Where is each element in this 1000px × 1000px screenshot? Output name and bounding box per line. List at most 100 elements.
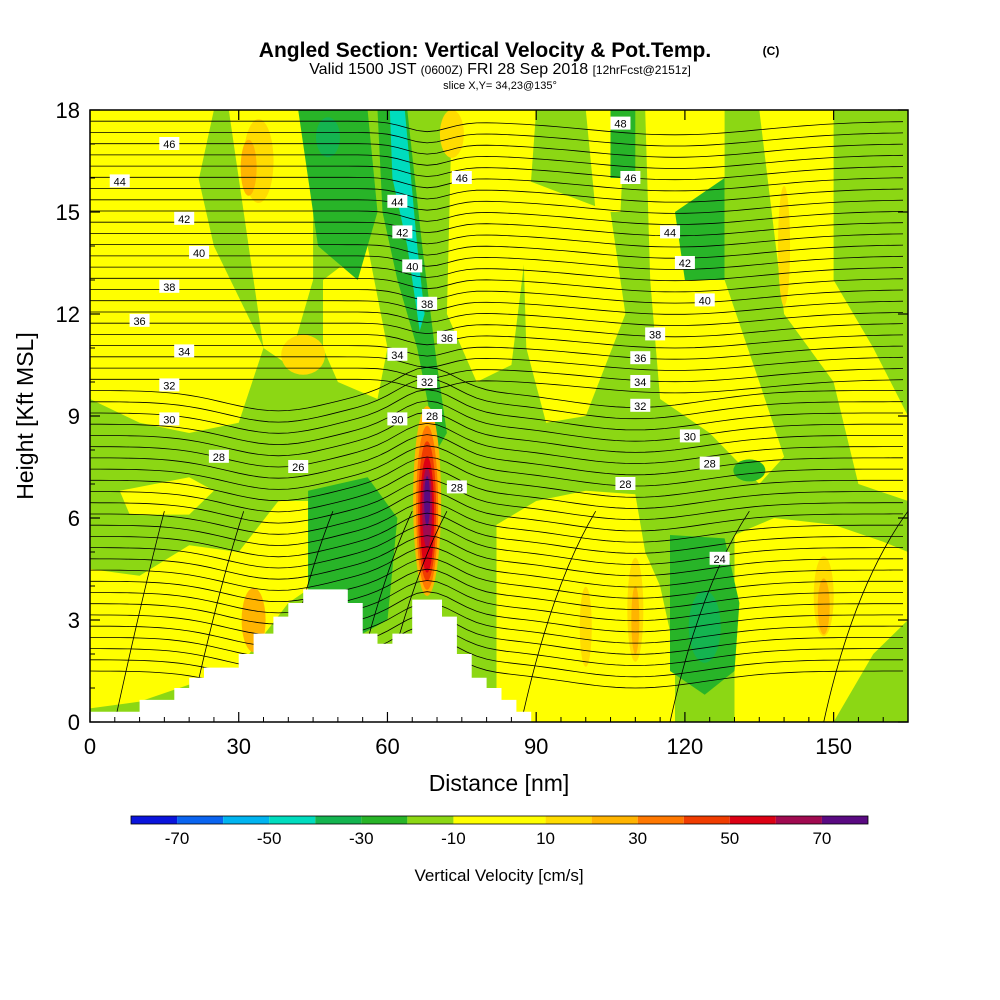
isentrope-line	[90, 512, 903, 558]
contour-label-text: 46	[456, 173, 468, 185]
isentrope-line	[90, 523, 903, 569]
isentrope-line	[90, 389, 903, 434]
isentrope-line	[90, 334, 904, 349]
colorbar-tick-label: 70	[812, 829, 831, 848]
contour-label-text: 28	[619, 479, 631, 491]
contour-label-box	[451, 171, 472, 184]
isentrope-line	[90, 143, 904, 158]
contour-label: 44	[660, 225, 681, 239]
isentrope-line	[90, 210, 904, 226]
isentrope-line	[823, 510, 908, 722]
y-tick-label: 0	[68, 710, 80, 735]
contour-label-text: 42	[178, 214, 190, 226]
contour-label: 44	[387, 194, 408, 209]
contour-label: 28	[422, 409, 443, 423]
contour-label-text: 28	[213, 452, 225, 464]
downdraft-region	[675, 178, 725, 280]
terrain	[90, 589, 908, 722]
colorbar-swatch	[729, 816, 776, 824]
contour-label-box	[109, 174, 130, 188]
contour-label: 44	[109, 174, 130, 188]
valid-date: FRI 28 Sep 2018	[467, 61, 588, 78]
contour-label: 30	[387, 412, 408, 426]
contour-label: 40	[189, 245, 210, 260]
contour-label-text: 24	[713, 554, 725, 566]
contour-label-box	[660, 225, 681, 239]
contour-label: 42	[174, 211, 195, 226]
colorbar-swatch	[637, 816, 684, 824]
contour-label-box	[387, 194, 408, 208]
colorbar-swatch	[177, 816, 224, 824]
contour-label: 34	[387, 347, 408, 362]
contour-label-text: 32	[163, 380, 175, 392]
contour-label: 46	[451, 171, 472, 185]
contour-label: 42	[674, 256, 695, 270]
isentrope-line	[90, 580, 903, 625]
updraft-patch	[778, 186, 791, 306]
isentrope-line	[90, 366, 903, 412]
contour-label: 46	[620, 171, 641, 185]
colorbar-tick-label: 10	[536, 829, 555, 848]
contour-label-text: 28	[451, 482, 463, 494]
isentrope-line	[90, 557, 903, 603]
contour-label-box	[615, 477, 636, 490]
colorbar-tick-label: -10	[441, 829, 466, 848]
contour-label-text: 38	[421, 299, 433, 311]
colorbar-tick-label: 50	[720, 829, 739, 848]
isentrope-line	[90, 277, 904, 293]
contour-label: 32	[417, 375, 438, 389]
updraft-region	[119, 477, 214, 515]
contour-label-box	[159, 378, 180, 392]
isentrope-line	[90, 176, 904, 192]
contour-label-text: 30	[684, 431, 696, 443]
y-tick-label: 9	[68, 404, 80, 429]
contour-label-box	[159, 412, 180, 426]
isentrope-line	[90, 411, 903, 457]
isentrope-line	[90, 456, 903, 502]
isentrope-line	[90, 356, 904, 371]
contour-label: 34	[174, 344, 195, 358]
isentrope-line	[90, 568, 903, 614]
isentrope-line	[90, 188, 904, 203]
contour-label: 46	[159, 137, 180, 151]
x-tick-label: 0	[84, 734, 96, 759]
contour-label-box	[392, 225, 413, 239]
contour-label-box	[436, 330, 457, 344]
isentrope-line	[90, 322, 904, 338]
downdraft-core	[315, 117, 340, 158]
isentrope-line	[90, 490, 903, 535]
contour-label: 38	[645, 327, 666, 341]
contour-label-box	[417, 296, 438, 310]
contour-label-text: 34	[391, 350, 403, 362]
colorbar-swatch	[821, 816, 868, 824]
contour-label-text: 46	[624, 173, 636, 185]
updraft-region	[323, 246, 388, 399]
contour-label-text: 28	[426, 411, 438, 423]
isentrope-line	[90, 378, 904, 394]
updraft-core	[424, 476, 431, 526]
contour-label-text: 44	[664, 227, 676, 239]
contour-label-box	[446, 480, 467, 494]
contour-label: 28	[208, 449, 229, 464]
colorbar-swatch	[453, 816, 546, 824]
contour-label-box	[645, 327, 666, 341]
isentrope-line	[90, 546, 903, 591]
isentrope-line	[90, 311, 904, 327]
colorbar-swatch	[269, 816, 316, 824]
updraft-region	[759, 110, 908, 501]
isentrope-line	[90, 255, 904, 270]
contour-label-text: 40	[406, 261, 418, 273]
colorbar-swatch	[775, 816, 822, 824]
contour-label: 36	[436, 330, 457, 345]
contour-label-box	[417, 375, 438, 388]
forecast-info: [12hrFcst@2151z]	[593, 63, 691, 77]
downdraft-core	[688, 590, 721, 663]
contour-label: 38	[159, 279, 180, 294]
contour-label-box	[174, 344, 195, 358]
contour-label-box	[159, 279, 180, 293]
isentrope-line	[669, 510, 750, 722]
downdraft-region	[733, 459, 766, 482]
contour-label-text: 40	[699, 295, 711, 307]
isentrope-line	[90, 602, 903, 647]
x-tick-label: 60	[375, 734, 399, 759]
